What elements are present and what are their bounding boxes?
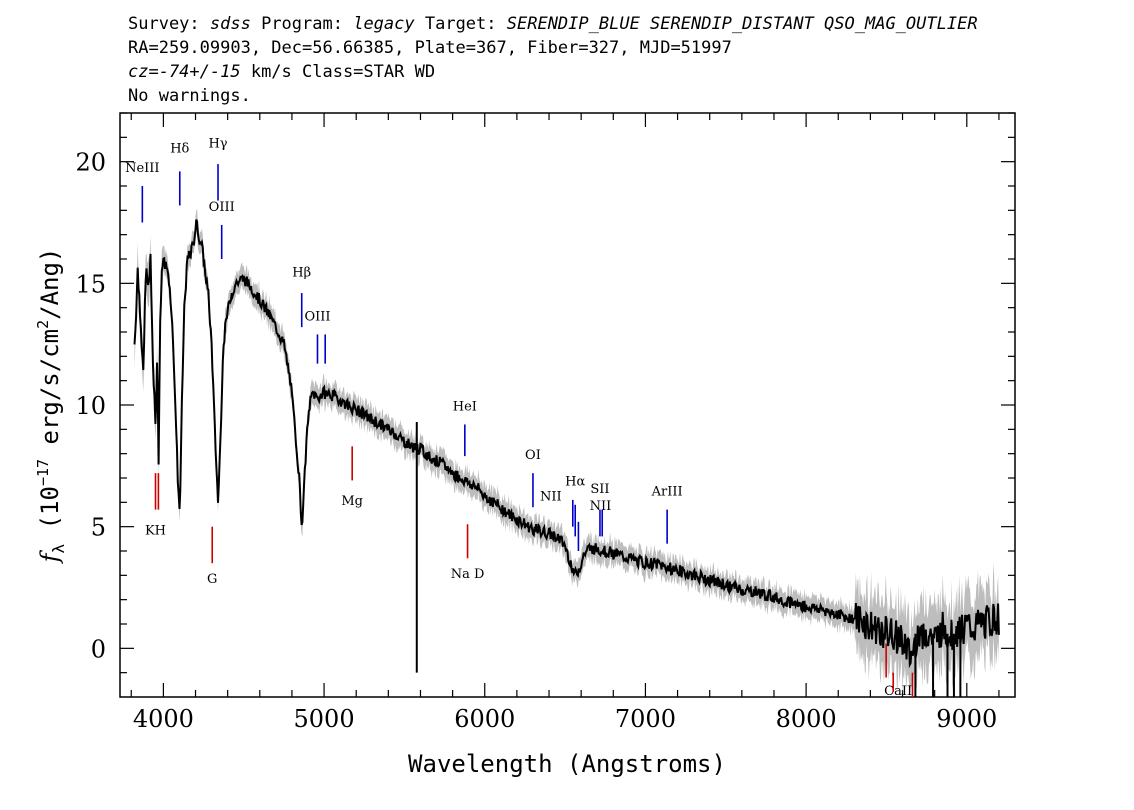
line-marker-label: Hγ <box>208 137 227 152</box>
header-line-3: cz=-74+/-15 km/s Class=STAR WD <box>128 62 435 82</box>
noise-envelope <box>134 208 999 697</box>
line-marker-label: Hα <box>565 475 585 490</box>
line-marker-label: HeI <box>453 399 477 414</box>
y-tick-label: 0 <box>91 635 106 663</box>
line-marker-label: Hδ <box>170 141 189 156</box>
axis-ticks <box>120 112 1015 697</box>
x-axis-title: Wavelength (Angstroms) <box>408 750 726 778</box>
flux-series <box>133 219 1000 697</box>
y-tick-label: 20 <box>75 149 106 177</box>
line-marker-label: OI <box>525 448 541 463</box>
line-marker-label: Mg <box>341 494 363 509</box>
line-marker-label: Na D <box>451 567 485 582</box>
header-line-1: Survey: sdss Program: legacy Target: SER… <box>128 14 978 34</box>
class-value: km/s Class=STAR WD <box>240 62 436 82</box>
line-marker-label: CaII <box>884 684 912 699</box>
noise-band <box>134 208 999 697</box>
y-tick-label: 10 <box>75 392 106 420</box>
header-line-4: No warnings. <box>128 86 251 106</box>
cz-value: cz=-74+/-15 <box>128 62 241 82</box>
line-marker-label: Hβ <box>292 265 311 280</box>
x-tick-label: 6000 <box>454 705 515 733</box>
program-value: legacy <box>353 14 415 34</box>
header-label: Program: <box>250 14 354 34</box>
survey-value: sdss <box>209 14 251 34</box>
y-tick-label: 5 <box>91 514 106 542</box>
line-marker-label: KH <box>145 523 166 538</box>
x-tick-label: 8000 <box>776 705 837 733</box>
line-marker-label: NeIII <box>125 161 159 176</box>
y-axis-title: fλ (10−17 erg/s/cm2/Ang) <box>34 248 68 565</box>
x-tick-label: 4000 <box>133 705 194 733</box>
header-label: Survey: <box>128 14 210 34</box>
line-marker-label: NII <box>590 499 612 514</box>
x-tick-label: 5000 <box>294 705 355 733</box>
header-label: Target: <box>414 14 507 34</box>
line-marker-label: OIII <box>304 309 330 324</box>
line-marker-label: NII <box>540 489 562 504</box>
line-marker-label: SII <box>590 482 609 497</box>
line-marker-label: G <box>207 572 217 587</box>
header-line-2: RA=259.09903, Dec=56.66385, Plate=367, F… <box>128 38 732 58</box>
flux-line <box>133 219 1000 669</box>
line-marker-label: ArIII <box>651 484 683 499</box>
line-marker-label: OIII <box>209 200 235 215</box>
x-tick-label: 7000 <box>615 705 676 733</box>
x-tick-label: 9000 <box>936 705 997 733</box>
tick-labels: 4000 5000 6000 7000 8000 9000 0 5 10 15 20 <box>75 149 997 733</box>
y-tick-label: 15 <box>75 270 106 298</box>
target-value: SERENDIP_BLUE SERENDIP_DISTANT QSO_MAG_O… <box>506 14 978 34</box>
